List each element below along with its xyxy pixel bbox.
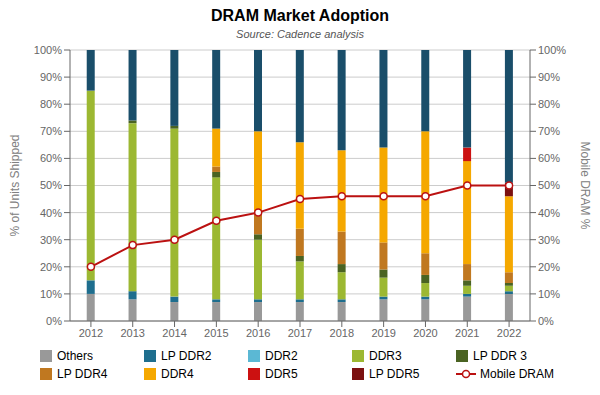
svg-text:100%: 100% [538, 44, 566, 56]
svg-text:80%: 80% [40, 98, 62, 110]
svg-text:0%: 0% [538, 315, 554, 327]
svg-text:2015: 2015 [204, 327, 228, 339]
svg-text:2014: 2014 [162, 327, 186, 339]
svg-text:10%: 10% [40, 288, 62, 300]
svg-text:2018: 2018 [330, 327, 354, 339]
html-text:LP DDR4: LP DDR4 [57, 367, 108, 381]
html-text:DDR4: DDR4 [161, 367, 194, 381]
svg-text:30%: 30% [538, 234, 560, 246]
svg-text:2016: 2016 [246, 327, 270, 339]
html-text:DDR5: DDR5 [265, 367, 298, 381]
html-text:Others: Others [57, 349, 93, 363]
svg-text:2013: 2013 [120, 327, 144, 339]
svg-text:50%: 50% [538, 179, 560, 191]
svg-text:60%: 60% [538, 152, 560, 164]
html-text:Mobile DRAM: Mobile DRAM [480, 367, 554, 381]
svg-text:70%: 70% [538, 125, 560, 137]
svg-text:80%: 80% [538, 98, 560, 110]
svg-text:50%: 50% [40, 179, 62, 191]
svg-text:40%: 40% [40, 207, 62, 219]
html-text:DRAM Market Adoption: DRAM Market Adoption [211, 7, 389, 24]
svg-text:60%: 60% [40, 152, 62, 164]
svg-text:2020: 2020 [413, 327, 437, 339]
svg-text:0%: 0% [46, 315, 62, 327]
svg-text:2019: 2019 [371, 327, 395, 339]
svg-text:90%: 90% [40, 71, 62, 83]
svg-text:2017: 2017 [288, 327, 312, 339]
svg-text:2012: 2012 [79, 327, 103, 339]
html-text:LP DDR 3: LP DDR 3 [473, 349, 527, 363]
html-text:LP DDR5: LP DDR5 [369, 367, 420, 381]
html-text:Source: Cadence analysis: Source: Cadence analysis [236, 28, 364, 40]
html-text:DDR2: DDR2 [265, 349, 298, 363]
html-text:LP DDR2: LP DDR2 [161, 349, 212, 363]
svg-text:70%: 70% [40, 125, 62, 137]
svg-text:Mobile DRAM %: Mobile DRAM % [578, 141, 592, 229]
svg-text:100%: 100% [34, 44, 62, 56]
svg-text:% of Units Shipped: % of Units Shipped [8, 134, 22, 236]
svg-text:2021: 2021 [455, 327, 479, 339]
svg-text:90%: 90% [538, 71, 560, 83]
svg-text:2022: 2022 [497, 327, 521, 339]
html-text:DDR3: DDR3 [369, 349, 402, 363]
svg-text:30%: 30% [40, 234, 62, 246]
svg-text:40%: 40% [538, 207, 560, 219]
svg-text:10%: 10% [538, 288, 560, 300]
svg-text:20%: 20% [40, 261, 62, 273]
svg-text:20%: 20% [538, 261, 560, 273]
